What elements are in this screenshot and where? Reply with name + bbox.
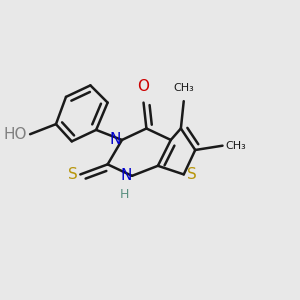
Text: HO: HO (4, 127, 27, 142)
Text: S: S (68, 167, 77, 182)
Text: CH₃: CH₃ (173, 82, 194, 93)
Text: N: N (109, 132, 121, 147)
Text: O: O (137, 79, 149, 94)
Text: N: N (121, 168, 132, 183)
Text: CH₃: CH₃ (225, 141, 246, 151)
Text: H: H (120, 188, 129, 201)
Text: S: S (187, 167, 196, 182)
